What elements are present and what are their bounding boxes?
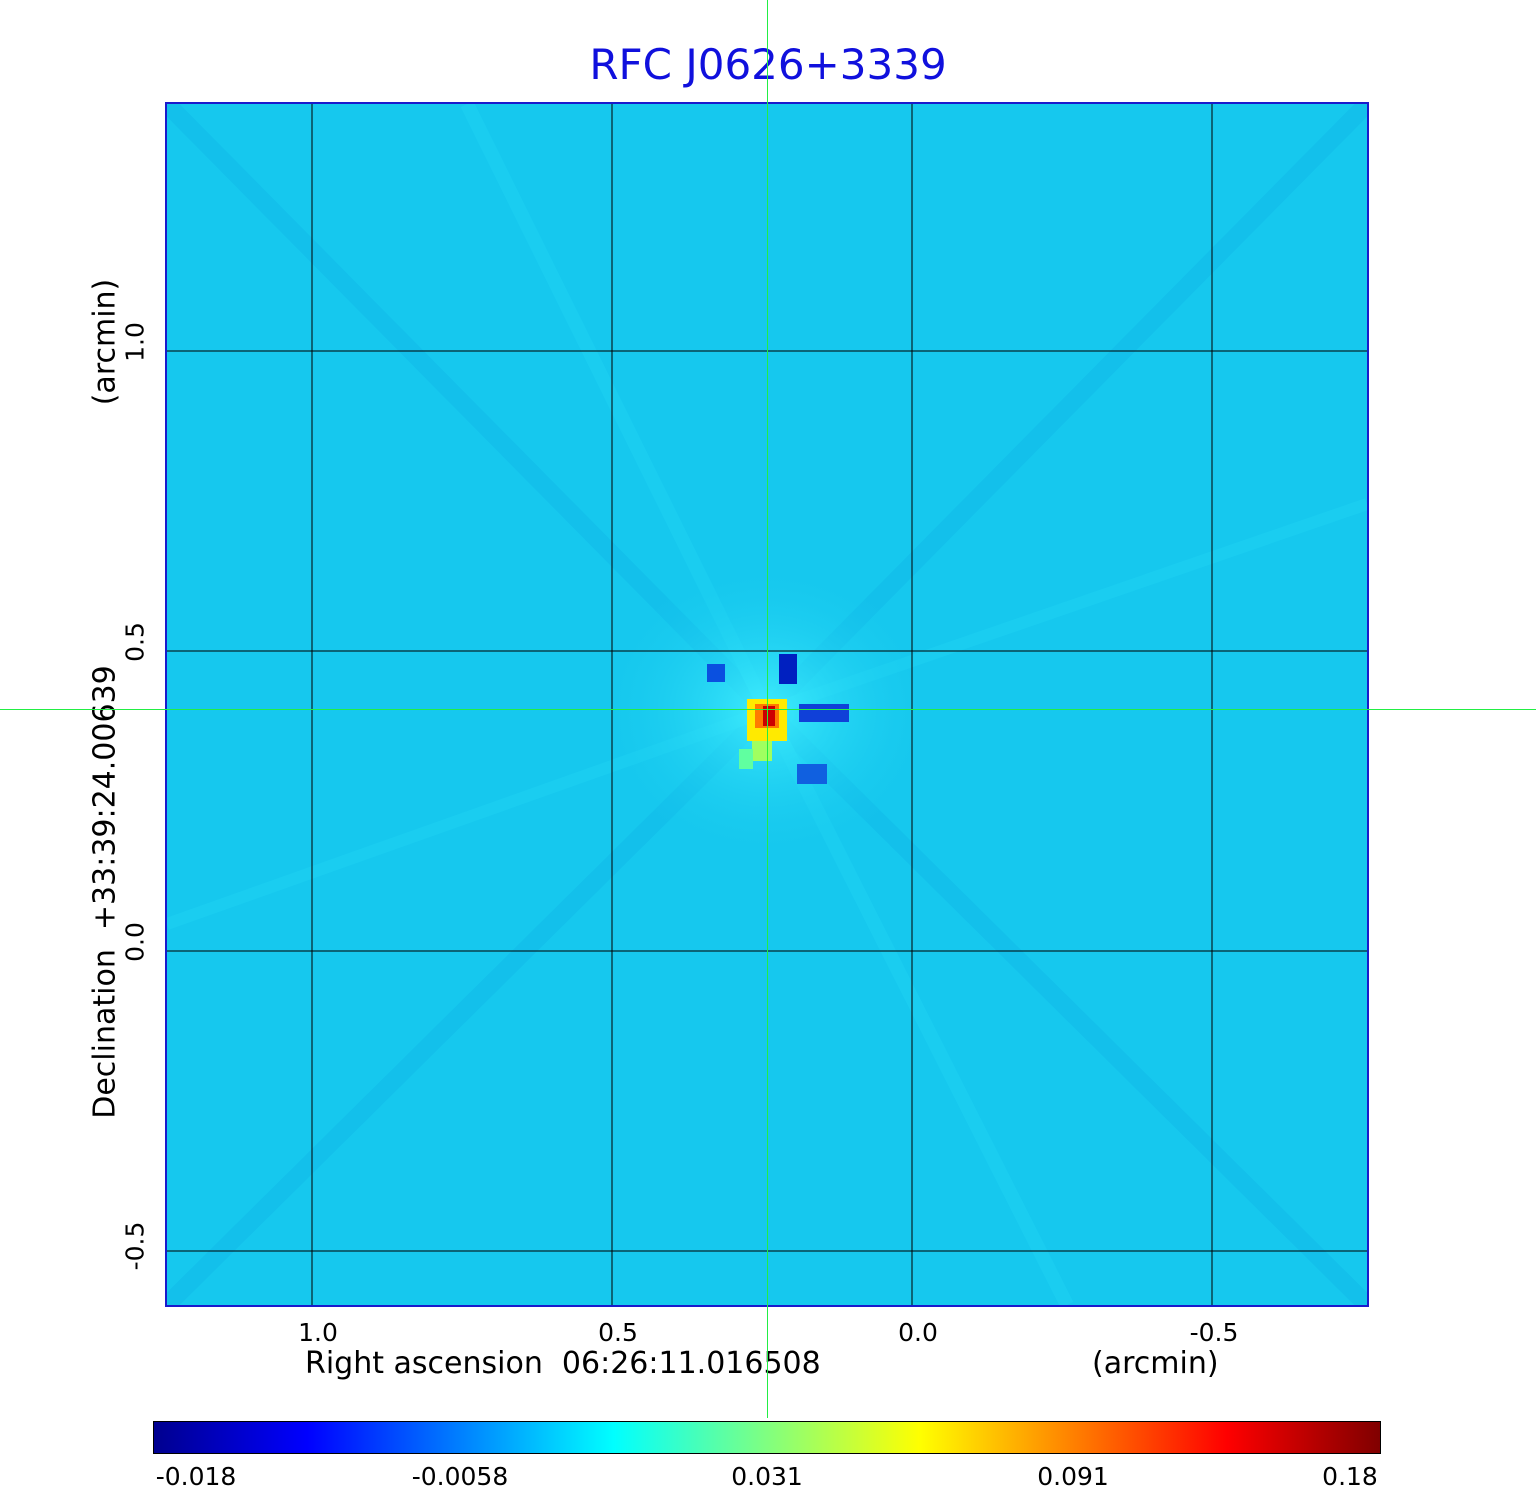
colorbar-tick: 0.031 (731, 1462, 803, 1491)
x-axis-unit: (arcmin) (1092, 1346, 1219, 1381)
x-tick: -0.5 (1189, 1318, 1239, 1347)
x-tick: 1.0 (298, 1318, 338, 1347)
image-title: RFC J0626+3339 (589, 40, 947, 89)
crosshair-horizontal-line[interactable] (0, 709, 1536, 710)
colorbar (153, 1421, 1381, 1454)
colorbar-tick: 0.18 (1322, 1462, 1378, 1491)
y-tick: 1.0 (120, 322, 150, 362)
y-tick: 0.5 (120, 622, 150, 662)
y-tick: 0.0 (120, 922, 150, 962)
x-axis-label: Right ascension 06:26:11.016508 (305, 1346, 821, 1381)
y-axis-unit: (arcmin) (87, 278, 123, 406)
y-axis-label: Declination +33:39:24.00639 (87, 665, 123, 1119)
colorbar-tick: 0.091 (1037, 1462, 1109, 1491)
y-tick: -0.5 (120, 1221, 150, 1271)
colorbar-tick: -0.0058 (411, 1462, 509, 1491)
x-tick: 0.5 (598, 1318, 638, 1347)
colorbar-tick: -0.018 (155, 1462, 237, 1491)
x-tick: 0.0 (898, 1318, 938, 1347)
